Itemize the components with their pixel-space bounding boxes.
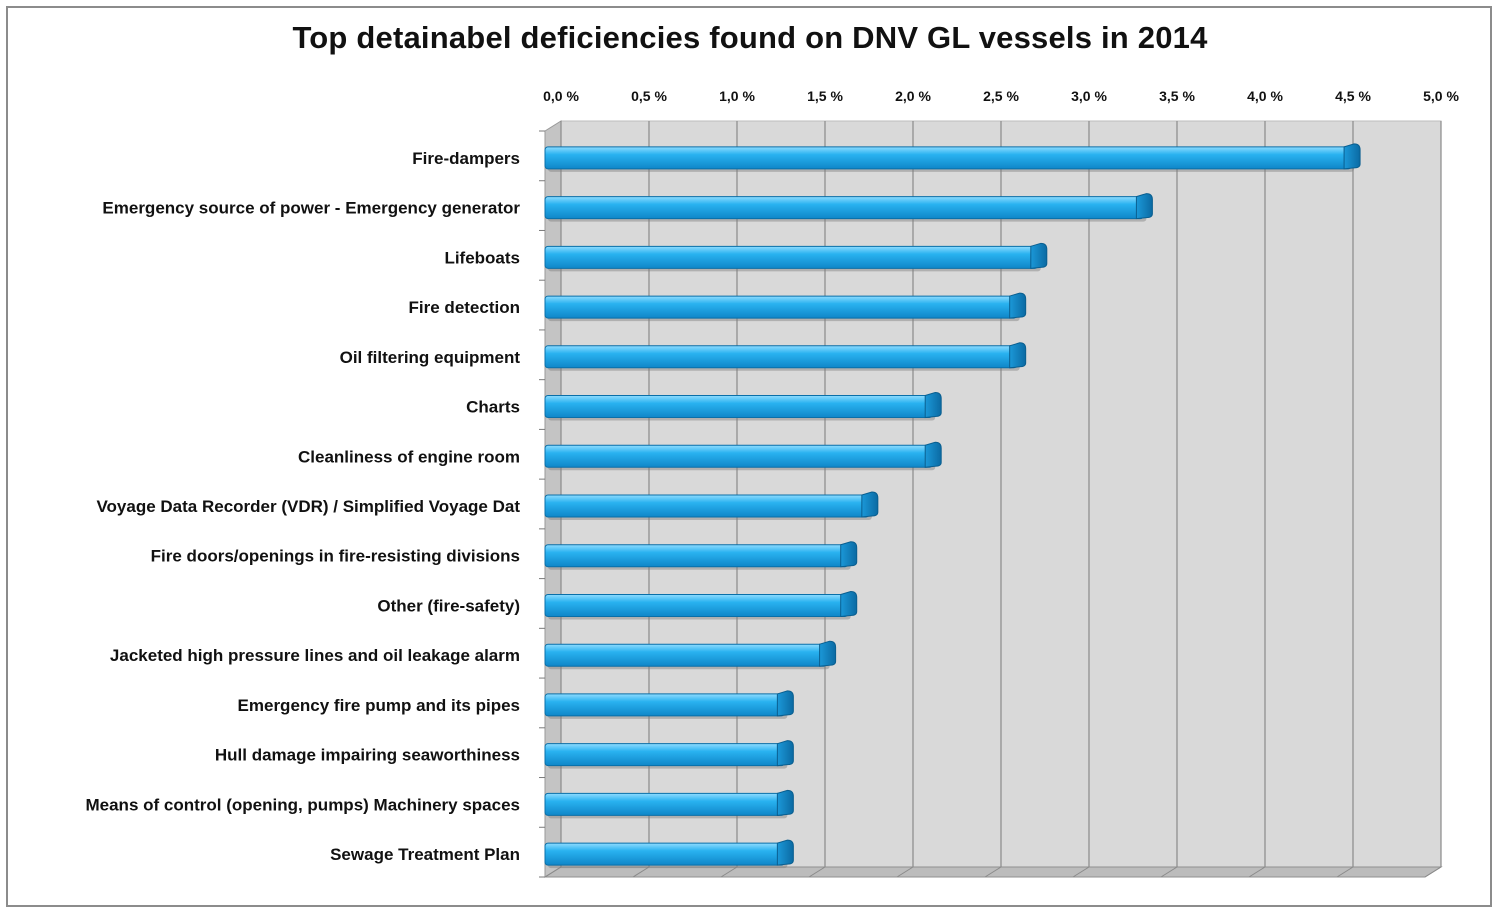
bar-cap [861, 491, 879, 518]
category-label: Jacketed high pressure lines and oil lea… [110, 646, 520, 665]
bar [544, 743, 785, 767]
bar [544, 494, 870, 518]
chart-title: Top detainabel deficiencies found on DNV… [292, 20, 1208, 55]
bar-cap [924, 392, 942, 419]
floor-gridline [1160, 866, 1178, 878]
bar [544, 395, 933, 419]
bar [544, 792, 785, 816]
category-label: Lifeboats [444, 248, 520, 267]
x-tick-label: 3,5 % [1159, 88, 1195, 104]
category-label: Voyage Data Recorder (VDR) / Simplified … [96, 497, 520, 516]
bar-cap [840, 590, 858, 618]
bar [544, 643, 828, 667]
category-label: Sewage Treatment Plan [330, 845, 520, 864]
floor-gridline [896, 866, 914, 878]
bar-cap [819, 640, 837, 667]
bar-cap [1030, 242, 1048, 269]
floor-gridline [808, 866, 826, 878]
floor-gridline [1336, 866, 1354, 878]
x-tick-label: 0,0 % [543, 88, 579, 104]
floor-gridline [984, 866, 1002, 878]
bar-cap [776, 740, 794, 767]
category-label: Emergency source of power - Emergency ge… [102, 199, 520, 218]
x-tick-label: 4,0 % [1247, 88, 1283, 104]
category-label: Other (fire-safety) [377, 596, 520, 615]
bar-cap [776, 789, 794, 816]
floor-gridline [720, 866, 738, 878]
x-tick-label: 3,0 % [1071, 88, 1107, 104]
x-tick-label: 5,0 % [1423, 88, 1459, 104]
bar-cap [1009, 292, 1027, 319]
floor-gridline [544, 866, 562, 878]
floor-gridline [1072, 866, 1090, 878]
bar [544, 345, 1018, 369]
bar-cap [1009, 342, 1027, 369]
floor-gridline [1248, 866, 1266, 878]
bar [544, 295, 1018, 319]
bar-cap [1135, 193, 1153, 220]
x-tick-label: 1,5 % [807, 88, 843, 104]
bar-cap [840, 541, 858, 568]
category-label: Means of control (opening, pumps) Machin… [85, 795, 520, 814]
bar-cap [776, 839, 794, 866]
bar [544, 444, 933, 468]
x-tick-label: 4,5 % [1335, 88, 1371, 104]
bar [544, 544, 849, 568]
category-label: Emergency fire pump and its pipes [238, 696, 520, 715]
x-tick-label: 2,0 % [895, 88, 931, 104]
category-label: Hull damage impairing seaworthiness [215, 746, 520, 765]
bar-cap [776, 690, 794, 717]
bar [544, 693, 785, 717]
x-tick-label: 2,5 % [983, 88, 1019, 104]
bar [544, 593, 849, 617]
category-label: Cleanliness of engine room [298, 447, 520, 466]
category-label: Oil filtering equipment [340, 348, 521, 367]
bar [544, 842, 785, 866]
bar-cap [924, 441, 942, 468]
x-tick-label: 0,5 % [631, 88, 667, 104]
category-label: Charts [466, 398, 520, 417]
bar [544, 196, 1144, 220]
category-label: Fire-dampers [412, 149, 520, 168]
bar [544, 146, 1352, 170]
floor-gridline [632, 866, 650, 878]
category-label: Fire detection [409, 298, 520, 317]
category-label: Fire doors/openings in fire-resisting di… [151, 547, 520, 566]
x-tick-label: 1,0 % [719, 88, 755, 104]
bar [544, 245, 1039, 269]
floor-gridline [1424, 866, 1442, 878]
bar-cap [1343, 143, 1361, 170]
